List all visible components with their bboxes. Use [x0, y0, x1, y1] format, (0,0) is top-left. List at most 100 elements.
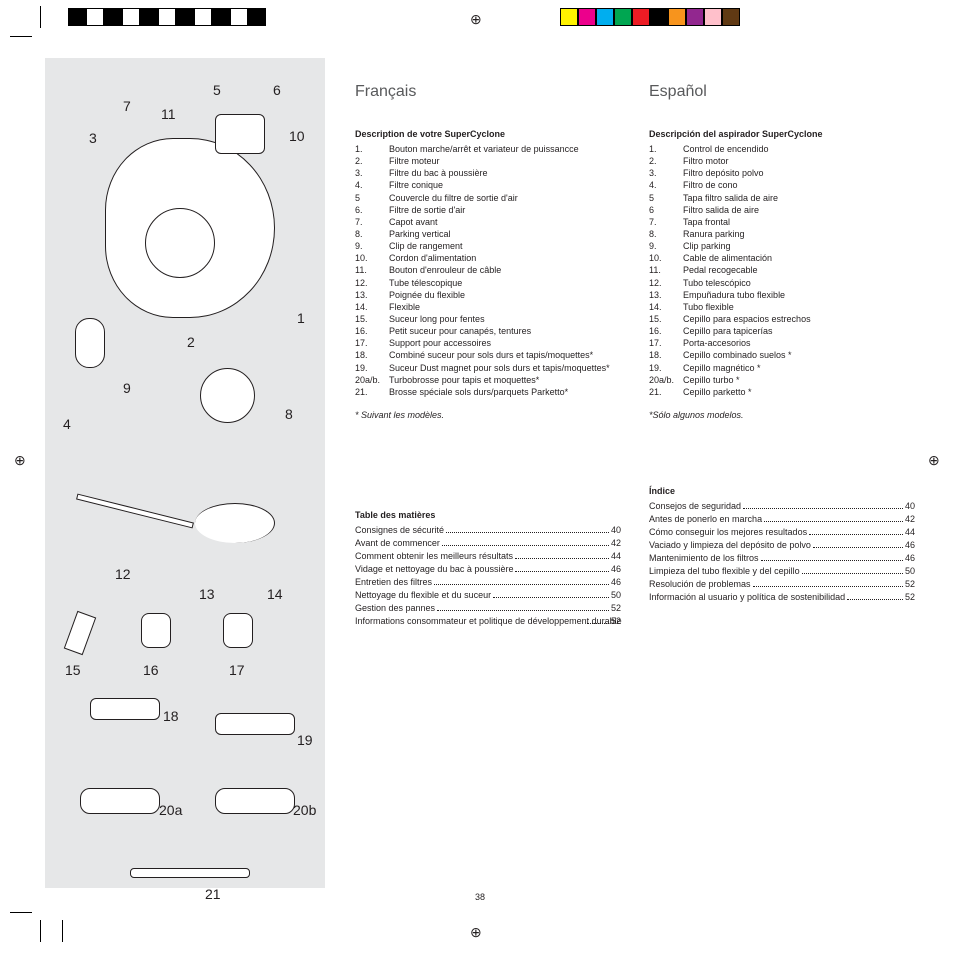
desc-item: 13.Poignée du flexible — [355, 289, 621, 301]
desc-item: 13.Empuñadura tubo flexible — [649, 289, 915, 301]
callout-1: 1 — [297, 310, 305, 326]
callout-7: 7 — [123, 98, 131, 114]
desc-item: 18.Combiné suceur pour sols durs et tapi… — [355, 349, 621, 361]
toc-row: Cómo conseguir los mejores resultados44 — [649, 526, 915, 539]
toc-es: Índice Consejos de seguridad40Antes de p… — [649, 486, 915, 604]
desc-item: 4.Filtro de cono — [649, 179, 915, 191]
reg-mark-right: ⊕ — [928, 453, 942, 467]
desc-item: 14.Tubo flexible — [649, 301, 915, 313]
callout-11: 11 — [161, 106, 176, 122]
callout-5: 5 — [213, 82, 221, 98]
desc-item: 7.Capot avant — [355, 216, 621, 228]
desc-title-es: Descripción del aspirador SuperCyclone — [649, 129, 915, 139]
desc-item: 5Couvercle du filtre de sortie d'air — [355, 192, 621, 204]
desc-item: 2.Filtro motor — [649, 155, 915, 167]
toc-row: Gestion des pannes52 — [355, 602, 621, 615]
callout-15: 15 — [65, 662, 81, 678]
desc-item: 6Filtro salida de aire — [649, 204, 915, 216]
callout-10: 10 — [289, 128, 305, 144]
desc-item: 3.Filtre du bac à poussière — [355, 167, 621, 179]
toc-row: Avant de commencer42 — [355, 537, 621, 550]
callout-12: 12 — [115, 566, 131, 582]
desc-item: 19.Cepillo magnético * — [649, 362, 915, 374]
desc-item: 2.Filtre moteur — [355, 155, 621, 167]
reg-mark-left: ⊕ — [14, 453, 28, 467]
callout-20b: 20b — [293, 802, 316, 818]
toc-title-es: Índice — [649, 486, 915, 496]
callout-3: 3 — [89, 130, 97, 146]
desc-list-fr: 1.Bouton marche/arrêt et variateur de pu… — [355, 143, 621, 398]
heading-fr: Français — [355, 83, 621, 101]
desc-item: 18.Cepillo combinado suelos * — [649, 349, 915, 361]
desc-item: 15.Suceur long pour fentes — [355, 313, 621, 325]
toc-row: Entretien des filtres46 — [355, 576, 621, 589]
desc-item: 15.Cepillo para espacios estrechos — [649, 313, 915, 325]
toc-row: Informations consommateur et politique d… — [355, 615, 621, 628]
desc-item: 1.Bouton marche/arrêt et variateur de pu… — [355, 143, 621, 155]
footnote-fr: * Suivant les modèles. — [355, 410, 621, 420]
callout-8: 8 — [285, 406, 293, 422]
desc-item: 16.Cepillo para tapicerías — [649, 325, 915, 337]
desc-item: 21.Cepillo parketto * — [649, 386, 915, 398]
desc-item: 16.Petit suceur pour canapés, tentures — [355, 325, 621, 337]
toc-row: Consignes de sécurité40 — [355, 524, 621, 537]
desc-item: 10.Cordon d'alimentation — [355, 252, 621, 264]
desc-item: 3.Filtro depósito polvo — [649, 167, 915, 179]
desc-item: 4.Filtre conique — [355, 179, 621, 191]
page: 1 2 3 4 5 6 7 8 9 10 11 12 13 14 15 16 1… — [45, 28, 915, 908]
toc-row: Vidage et nettoyage du bac à poussière46 — [355, 563, 621, 576]
desc-item: 6.Filtre de sortie d'air — [355, 204, 621, 216]
product-diagram: 1 2 3 4 5 6 7 8 9 10 11 12 13 14 15 16 1… — [45, 58, 325, 888]
callout-9: 9 — [123, 380, 131, 396]
callout-14: 14 — [267, 586, 283, 602]
toc-row: Limpieza del tubo flexible y del cepillo… — [649, 565, 915, 578]
toc-row: Información al usuario y política de sos… — [649, 591, 915, 604]
callout-2: 2 — [187, 334, 195, 350]
desc-title-fr: Description de votre SuperCyclone — [355, 129, 621, 139]
desc-item: 17.Porta-accesorios — [649, 337, 915, 349]
color-bar-right — [560, 8, 740, 26]
callout-4: 4 — [63, 416, 71, 432]
desc-item: 19.Suceur Dust magnet pour sols durs et … — [355, 362, 621, 374]
toc-row: Vaciado y limpieza del depósito de polvo… — [649, 539, 915, 552]
text-columns: Français Description de votre SuperCyclo… — [355, 83, 915, 628]
desc-item: 10.Cable de alimentación — [649, 252, 915, 264]
toc-title-fr: Table des matières — [355, 510, 621, 520]
callout-6: 6 — [273, 82, 281, 98]
desc-item: 20a/b.Turbobrosse pour tapis et moquette… — [355, 374, 621, 386]
desc-item: 12.Tube télescopique — [355, 277, 621, 289]
color-bar-left — [68, 8, 266, 26]
crop-bl-v — [40, 920, 41, 942]
desc-item: 21.Brosse spéciale sols durs/parquets Pa… — [355, 386, 621, 398]
toc-fr: Table des matières Consignes de sécurité… — [355, 510, 621, 628]
toc-row: Mantenimiento de los filtros46 — [649, 552, 915, 565]
desc-item: 7.Tapa frontal — [649, 216, 915, 228]
toc-row: Nettoyage du flexible et du suceur50 — [355, 589, 621, 602]
toc-row: Consejos de seguridad40 — [649, 500, 915, 513]
callout-16: 16 — [143, 662, 159, 678]
callout-20a: 20a — [159, 802, 182, 818]
desc-item: 20a/b.Cepillo turbo * — [649, 374, 915, 386]
desc-item: 9.Clip parking — [649, 240, 915, 252]
crop-bl2-v — [62, 920, 63, 942]
desc-item: 8.Parking vertical — [355, 228, 621, 240]
callout-13: 13 — [199, 586, 215, 602]
desc-item: 14.Flexible — [355, 301, 621, 313]
column-spanish: Español Descripción del aspirador SuperC… — [649, 83, 915, 628]
desc-item: 9.Clip de rangement — [355, 240, 621, 252]
desc-item: 5Tapa filtro salida de aire — [649, 192, 915, 204]
desc-item: 8.Ranura parking — [649, 228, 915, 240]
column-french: Français Description de votre SuperCyclo… — [355, 83, 621, 628]
toc-row: Antes de ponerlo en marcha42 — [649, 513, 915, 526]
toc-row: Resolución de problemas52 — [649, 578, 915, 591]
desc-item: 11.Bouton d'enrouleur de câble — [355, 264, 621, 276]
desc-item: 12.Tubo telescópico — [649, 277, 915, 289]
crop-tl-h — [10, 36, 32, 37]
toc-row: Comment obtenir les meilleurs résultats4… — [355, 550, 621, 563]
desc-item: 17.Support pour accessoires — [355, 337, 621, 349]
desc-item: 11.Pedal recogecable — [649, 264, 915, 276]
callout-17: 17 — [229, 662, 245, 678]
desc-list-es: 1.Control de encendido2.Filtro motor3.Fi… — [649, 143, 915, 398]
reg-mark-top: ⊕ — [470, 12, 484, 26]
crop-tl-v — [40, 6, 41, 28]
